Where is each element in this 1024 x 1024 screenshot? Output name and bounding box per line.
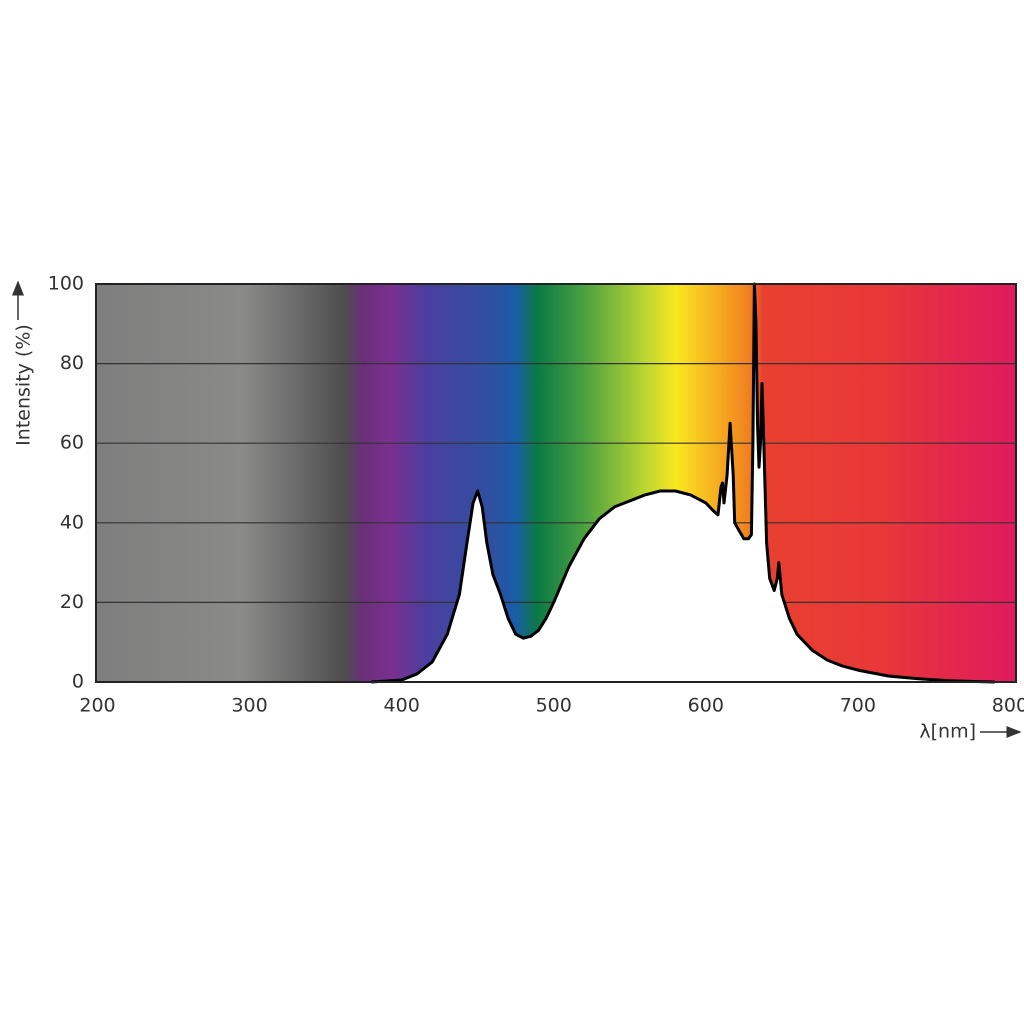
y-tick-label: 40 [60, 511, 84, 533]
x-axis-label: λ[nm] [919, 721, 976, 743]
x-tick-label: 200 [79, 695, 115, 717]
y-tick-label: 0 [72, 671, 84, 693]
x-tick-label: 800 [992, 695, 1024, 717]
spectrum-line [371, 282, 995, 684]
x-tick-label: 500 [536, 695, 572, 717]
x-tick-label: 600 [688, 695, 724, 717]
plot-border [95, 283, 1017, 683]
x-tick-label: 700 [840, 695, 876, 717]
x-tick-label: 400 [384, 695, 420, 717]
spectrum-fill [371, 284, 995, 682]
y-tick-label: 20 [60, 591, 84, 613]
y-tick-label: 100 [48, 273, 84, 295]
x-tick-label: 300 [231, 695, 267, 717]
y-tick-label: 60 [60, 432, 84, 454]
y-tick-label: 80 [60, 352, 84, 374]
y-axis-label: Intensity (%) [13, 324, 35, 446]
